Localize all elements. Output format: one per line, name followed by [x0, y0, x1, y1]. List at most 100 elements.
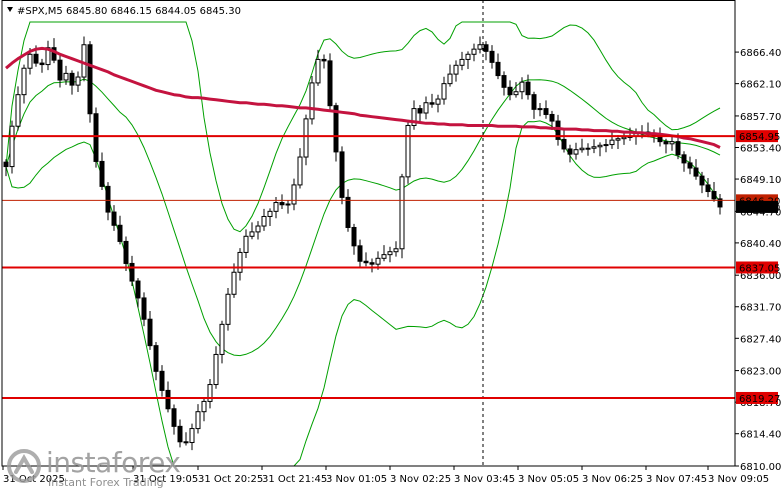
moving-average-line: [5, 46, 721, 149]
bull-candle: [375, 257, 381, 265]
x-tick-label: 31 Oct 21:45: [262, 474, 327, 485]
bear-candle: [357, 245, 363, 262]
bull-candle: [453, 64, 459, 75]
x-tick-label: 3 Nov 02:25: [390, 474, 451, 485]
bull-candle: [387, 251, 393, 256]
bull-candle: [291, 184, 297, 205]
bear-candle: [711, 191, 717, 200]
price-axis: 6866.406862.106857.706853.406849.106844.…: [735, 48, 781, 473]
moving-average: [5, 46, 721, 149]
bull-candle: [285, 203, 291, 206]
bear-candle: [93, 113, 99, 162]
y-tick-label: 6866.40: [740, 48, 781, 59]
bull-candle: [189, 428, 195, 444]
x-tick-label: 3 Nov 03:45: [454, 474, 515, 485]
bear-candle: [33, 53, 39, 64]
bull-candle: [21, 67, 27, 96]
bear-candle: [717, 198, 723, 208]
bear-candle: [549, 113, 555, 122]
bull-candle: [219, 323, 225, 355]
bull-candle: [411, 108, 417, 126]
bear-candle: [321, 58, 327, 62]
x-tick-label: 3 Nov 05:05: [518, 474, 579, 485]
bull-candle: [81, 44, 87, 78]
bear-candle: [543, 108, 549, 115]
bull-candle: [399, 176, 405, 250]
bear-candle: [567, 148, 573, 155]
bollinger-middle-band: [5, 78, 721, 357]
bear-candle: [555, 120, 561, 140]
level-price-tag: 6854.95: [739, 132, 780, 143]
bull-candle: [243, 235, 249, 253]
bull-candle: [195, 411, 201, 430]
collapse-arrow-icon[interactable]: [7, 7, 13, 12]
bull-candle: [297, 156, 303, 186]
bull-candle: [615, 138, 621, 141]
bull-candle: [249, 231, 255, 237]
bear-candle: [345, 196, 351, 228]
bear-candle: [705, 184, 711, 193]
bull-candle: [393, 248, 399, 253]
bull-candle: [267, 210, 273, 217]
bull-candle: [471, 48, 477, 55]
bull-candle: [669, 141, 675, 145]
bollinger-bands: [5, 0, 721, 467]
bear-candle: [663, 141, 669, 145]
bull-candle: [435, 98, 441, 105]
bear-candle: [495, 61, 501, 77]
bear-candle: [153, 345, 159, 372]
x-tick-label: 31 Oct 20:25: [198, 474, 263, 485]
bull-candle: [201, 400, 207, 413]
y-tick-label: 6862.10: [740, 80, 781, 91]
bull-candle: [15, 94, 21, 127]
bear-candle: [327, 60, 333, 107]
bear-candle: [561, 138, 567, 150]
chart-header: #SPX,M5 6845.80 6846.15 6844.05 6845.30: [7, 6, 241, 17]
bear-candle: [681, 154, 687, 164]
bear-candle: [507, 86, 513, 96]
symbol-label: #SPX,M5: [17, 6, 63, 17]
x-tick-label: 31 Oct 19:05: [133, 474, 198, 485]
bear-candle: [675, 141, 681, 156]
bear-candle: [525, 81, 531, 96]
logo-tagline: Instant Forex Trading: [48, 476, 164, 489]
bear-candle: [135, 280, 141, 299]
y-tick-label: 6810.00: [740, 462, 781, 473]
x-tick-label: 3 Nov 06:25: [582, 474, 643, 485]
bull-candle: [447, 73, 453, 85]
bear-candle: [183, 441, 189, 444]
bull-candle: [579, 147, 585, 151]
bear-candle: [159, 370, 165, 391]
bull-candle: [237, 251, 243, 273]
bull-candle: [315, 58, 321, 84]
bull-candle: [273, 202, 279, 212]
level-price-tag-bg: [736, 261, 778, 274]
bull-candle: [207, 384, 213, 402]
level-price-tag: 6819.27: [739, 394, 780, 405]
bull-candle: [303, 118, 309, 158]
bull-candle: [261, 215, 267, 227]
bull-candle: [405, 124, 411, 178]
bear-candle: [429, 102, 435, 105]
bear-candle: [339, 151, 345, 198]
y-tick-label: 6827.40: [740, 334, 781, 345]
level-price-tag: 6837.05: [739, 263, 780, 274]
bull-candle: [459, 58, 465, 66]
y-tick-label: 6836.00: [740, 271, 781, 282]
bull-candle: [603, 144, 609, 147]
bull-candle: [621, 136, 627, 140]
x-tick-label: 3 Nov 07:45: [646, 474, 707, 485]
ohlc-label: 6845.80 6846.15 6844.05 6845.30: [66, 6, 241, 17]
bull-candle: [591, 146, 597, 149]
bear-candle: [483, 44, 489, 52]
instaforex-logo: instaforex Instant Forex Trading: [6, 446, 206, 489]
bull-candle: [213, 353, 219, 386]
bear-candle: [147, 318, 153, 347]
bull-candle: [609, 139, 615, 146]
current-price-tag: 6845.30: [739, 203, 780, 214]
horizontal-levels: [2, 135, 735, 399]
bear-candle: [105, 185, 111, 213]
bear-candle: [141, 297, 147, 320]
bull-candle: [519, 81, 525, 93]
